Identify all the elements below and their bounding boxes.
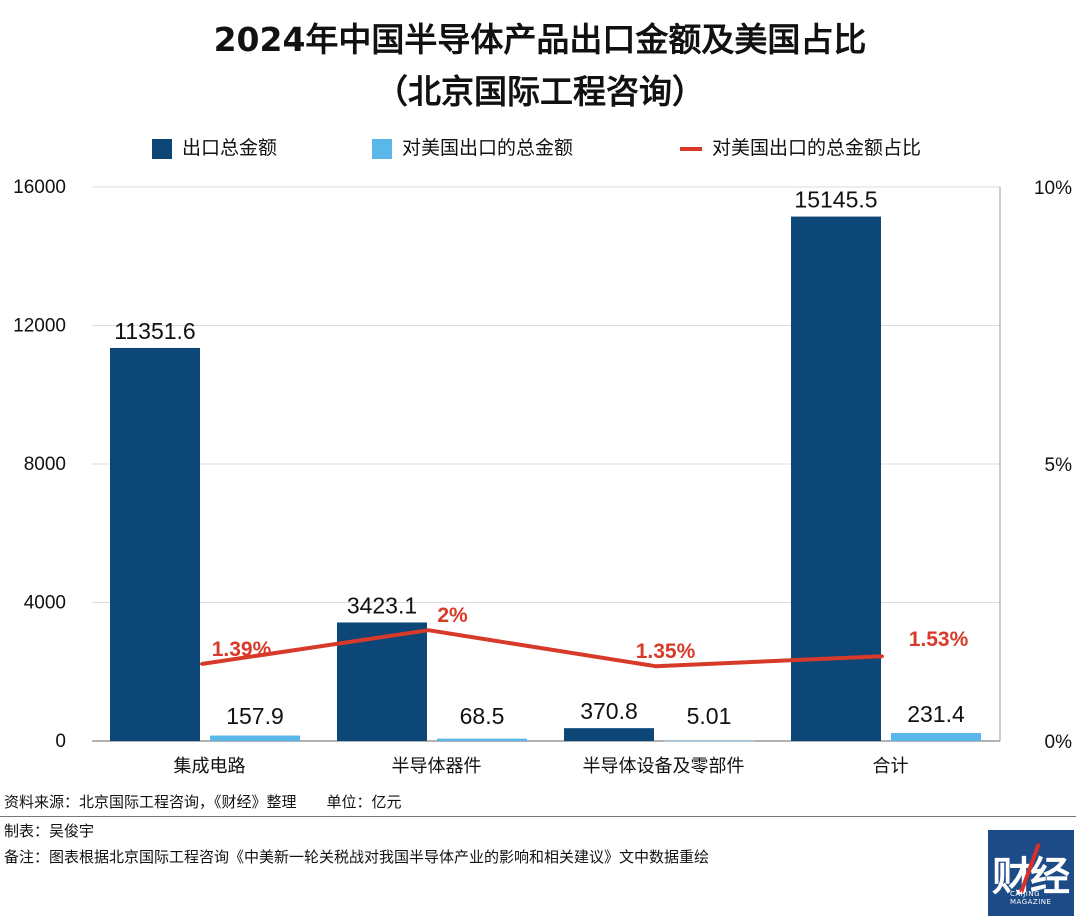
y2-tick-label: 10% bbox=[1034, 178, 1072, 199]
bar-total bbox=[564, 728, 654, 741]
ratio-line bbox=[201, 628, 883, 669]
chart-subtitle: （北京国际工程咨询） bbox=[375, 72, 705, 111]
logo-subtext: CAIJING MAGAZINE bbox=[1010, 890, 1052, 906]
ratio-point bbox=[881, 654, 884, 658]
category-label: 半导体设备及零部件 bbox=[583, 756, 745, 777]
data-label-ratio: 1.39% bbox=[212, 638, 272, 661]
legend-label-ratio: 对美国出口的总金额占比 bbox=[712, 137, 922, 159]
y2-tick-label: 0% bbox=[1045, 732, 1073, 753]
data-label-ratio: 2% bbox=[437, 604, 468, 627]
category-label: 半导体器件 bbox=[392, 756, 482, 777]
legend-label-total: 出口总金额 bbox=[182, 137, 278, 159]
data-label-total: 11351.6 bbox=[114, 318, 195, 344]
y-tick-label: 16000 bbox=[13, 177, 66, 198]
footer-source: 资料来源：北京国际工程咨询，《财经》整理 单位：亿元 bbox=[4, 793, 402, 811]
data-label-us: 5.01 bbox=[687, 703, 732, 729]
footer-divider bbox=[0, 816, 1076, 817]
legend-swatch-ratio bbox=[680, 146, 702, 151]
bar-total bbox=[110, 347, 200, 741]
data-label-ratio: 1.53% bbox=[909, 628, 969, 651]
bar-us bbox=[210, 735, 300, 741]
data-label-us: 231.4 bbox=[907, 701, 965, 727]
chart-title: 2024年中国半导体产品出口金额及美国占比 bbox=[213, 20, 867, 59]
data-label-total: 15145.5 bbox=[794, 187, 877, 213]
data-label-total: 370.8 bbox=[580, 698, 638, 724]
ratio-point bbox=[654, 664, 657, 668]
bar-us bbox=[664, 740, 754, 742]
y2-tick-label: 5% bbox=[1045, 455, 1073, 476]
bar-total bbox=[791, 216, 881, 742]
data-label-total: 3423.1 bbox=[347, 592, 417, 618]
footer-note: 备注：图表根据北京国际工程咨询《中美新一轮关税战对我国半导体产业的影响和相关建议… bbox=[4, 848, 710, 866]
caijing-logo: 财经 CAIJING MAGAZINE bbox=[988, 830, 1074, 916]
data-label-ratio: 1.35% bbox=[636, 640, 696, 663]
y-tick-label: 8000 bbox=[24, 454, 66, 475]
legend-label-us: 对美国出口的总金额 bbox=[402, 137, 574, 159]
bar-us bbox=[437, 738, 527, 741]
footer-maker: 制表：吴俊宇 bbox=[4, 822, 95, 840]
legend-item-us: 对美国出口的总金额 bbox=[372, 136, 573, 160]
ratio-point bbox=[200, 662, 203, 666]
ratio-point bbox=[427, 628, 430, 632]
legend-item-ratio: 对美国出口的总金额占比 bbox=[680, 136, 921, 160]
y-tick-label: 12000 bbox=[13, 316, 66, 337]
legend-item-total: 出口总金额 bbox=[152, 136, 277, 160]
y-tick-label: 4000 bbox=[24, 593, 66, 614]
legend-swatch-total bbox=[152, 138, 172, 159]
data-label-us: 157.9 bbox=[226, 703, 284, 729]
category-label: 集成电路 bbox=[174, 756, 246, 777]
y-tick-label: 0 bbox=[55, 731, 66, 752]
category-label: 合计 bbox=[873, 756, 909, 777]
legend-swatch-us bbox=[372, 138, 392, 159]
data-label-us: 68.5 bbox=[460, 703, 505, 729]
bar-us bbox=[891, 732, 981, 741]
chart-canvas: 0 4000 8000 12000 16000 0% 5% 10% 11351.6 157.9 集成… bbox=[13, 177, 1073, 777]
